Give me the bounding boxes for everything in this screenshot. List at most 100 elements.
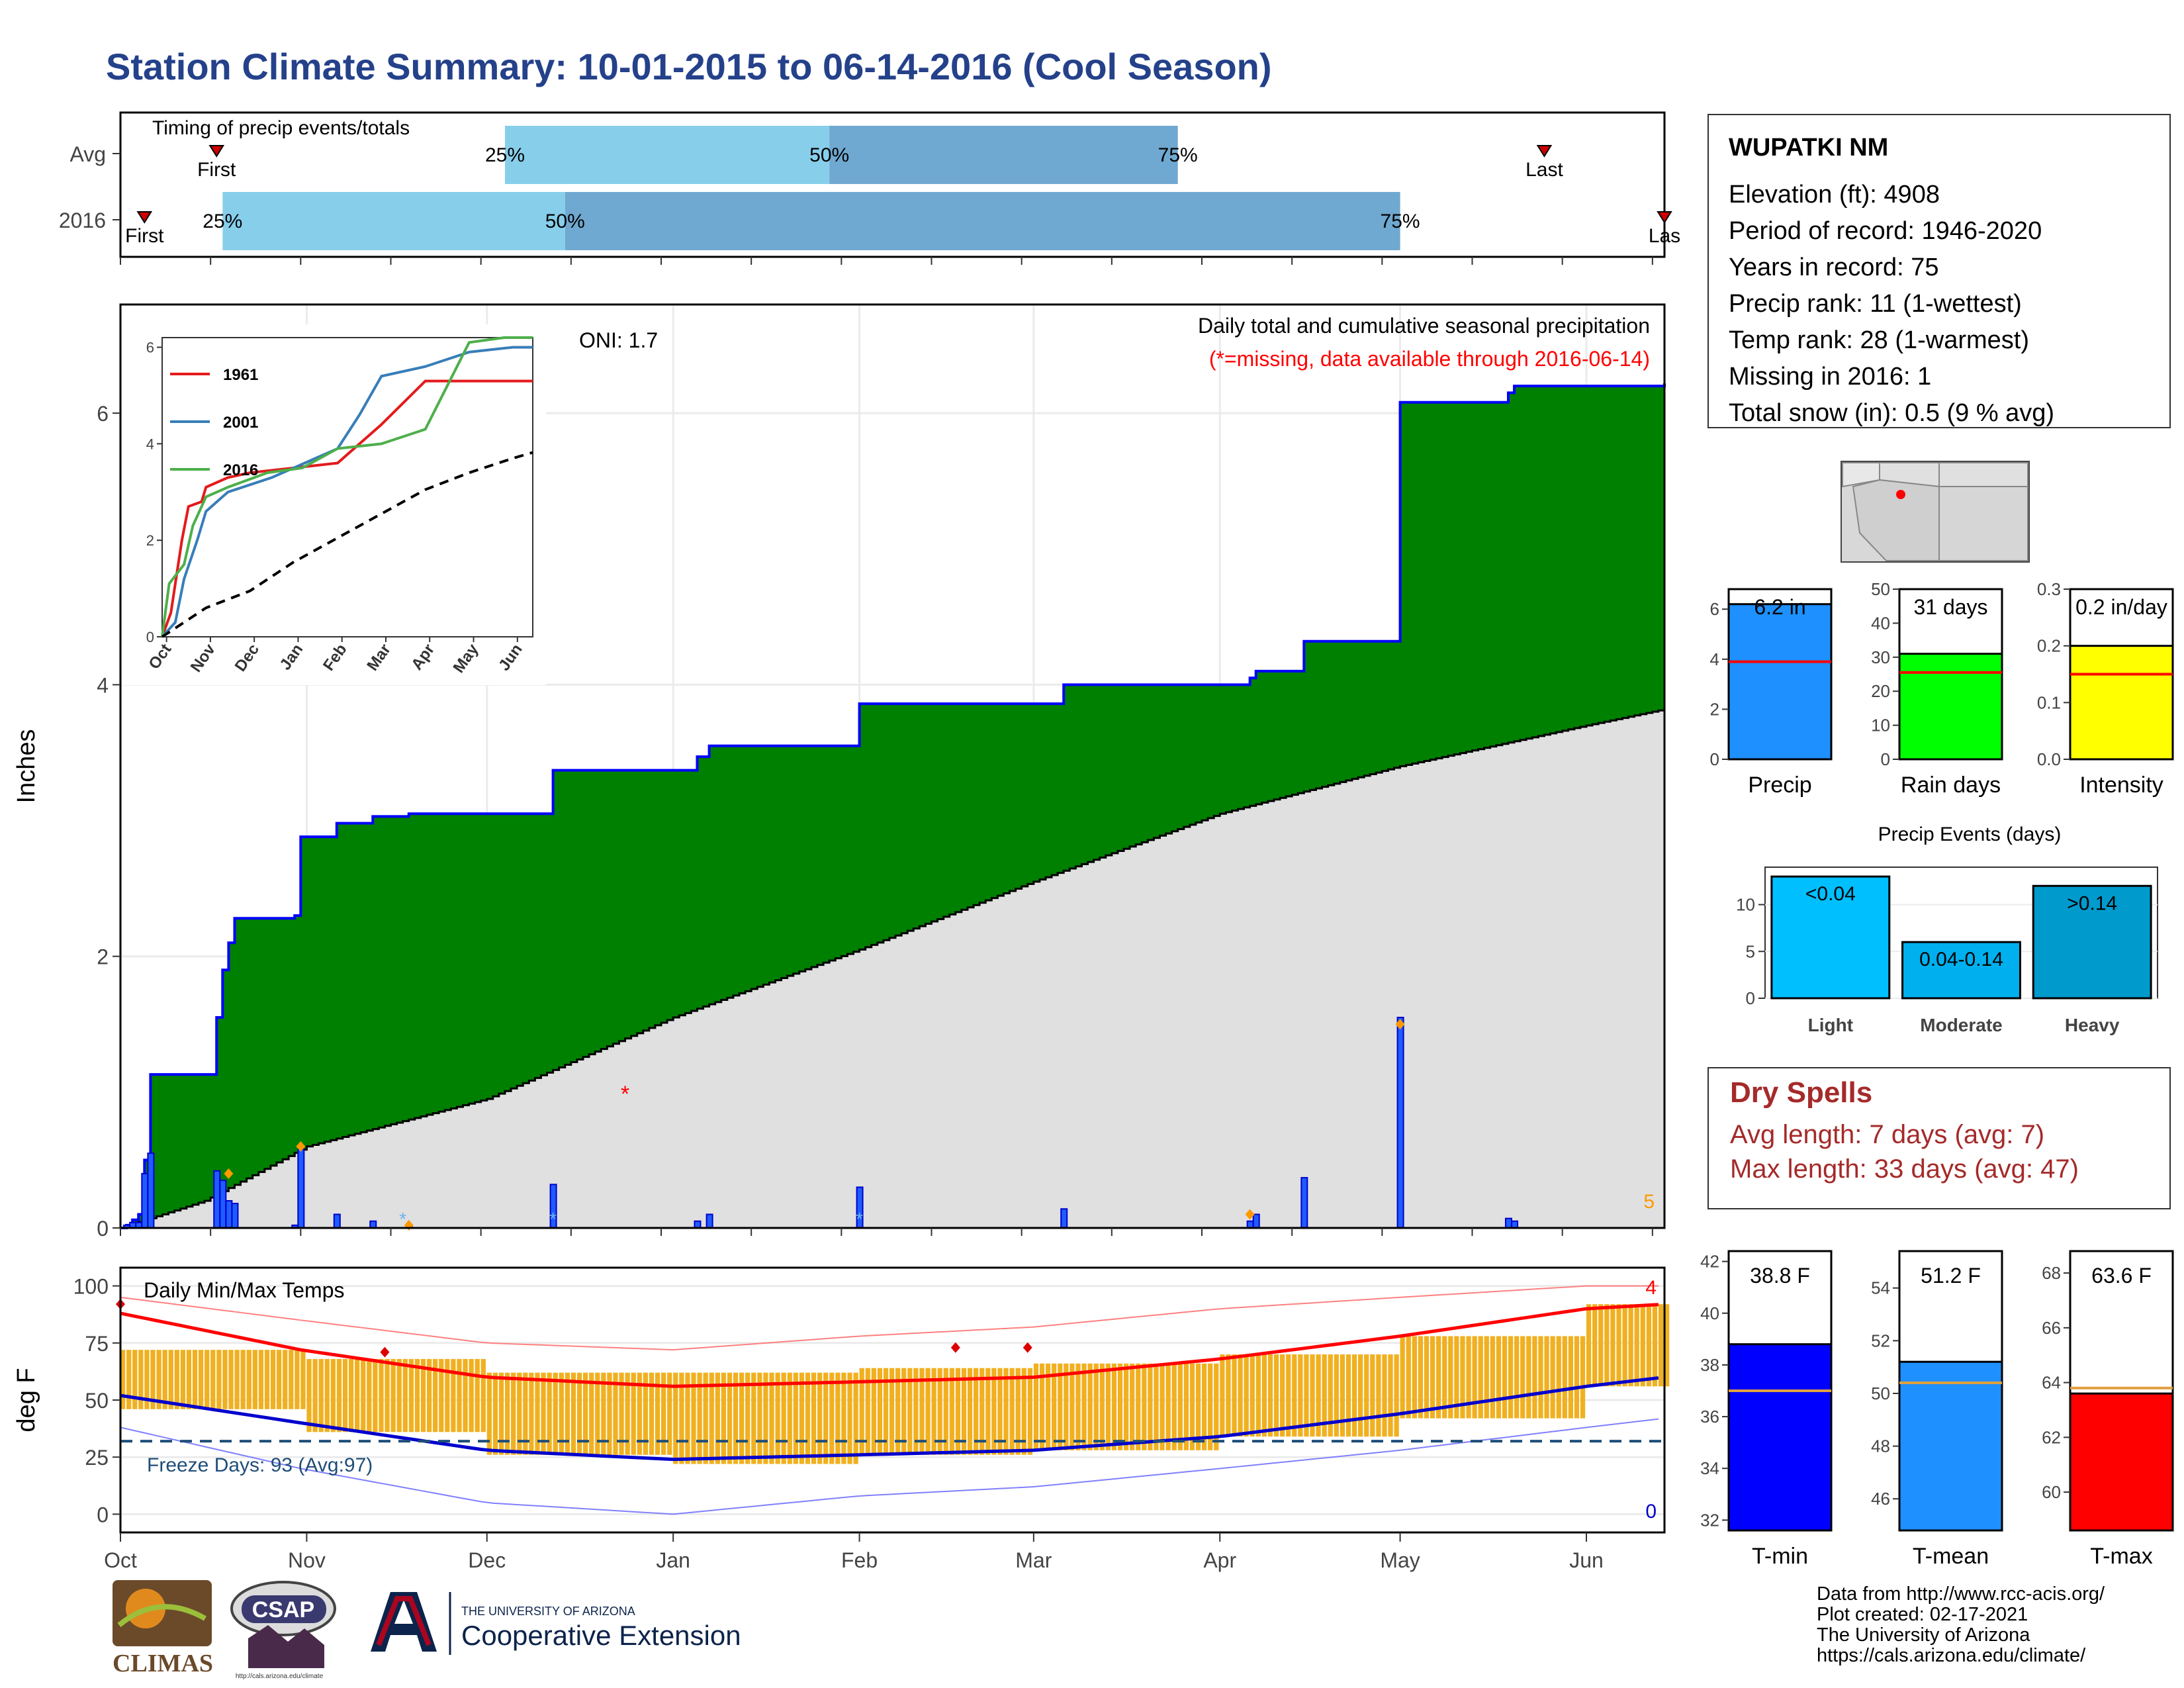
daily-temp-bar [745,1372,751,1464]
daily-temp-bar [361,1358,366,1432]
daily-temp-bar [246,1350,251,1409]
summary-category-label: Intensity [2079,773,2163,798]
summary-y-tick-label: 40 [1700,1303,1719,1323]
daily-temp-bar [907,1368,913,1455]
daily-temp-bar [570,1372,576,1455]
summary-y-tick-label: 20 [1871,681,1890,701]
summary-y-tick-label: 4 [1710,649,1719,669]
precip-y-tick-label: 6 [97,402,109,426]
daily-temp-bar [180,1350,186,1409]
daily-temp-bar [1580,1336,1586,1419]
daily-temp-bar [414,1358,420,1432]
inset-line-2016 [161,336,533,637]
inset-y-tick-label: 0 [146,629,154,645]
daily-precip-bar [705,1213,713,1229]
daily-temp-bar [330,1358,336,1432]
daily-temp-bar [529,1372,534,1455]
daily-temp-bar [535,1372,540,1455]
daily-temp-bar [655,1372,660,1455]
avg-min-line [120,1376,1659,1462]
snow-marker: * [399,1209,406,1229]
daily-precip-bar [147,1152,155,1229]
daily-precip-bar [213,1170,221,1229]
daily-temp-bar [895,1368,901,1455]
daily-temp-bar [859,1368,864,1455]
daily-temp-bar [300,1350,306,1409]
daily-temp-bar [961,1368,967,1455]
summary-y-tick-label: 2 [1710,699,1719,719]
daily-temp-bar [1087,1363,1093,1450]
daily-temp-bar [1358,1354,1363,1437]
daily-temp-bar [1039,1363,1045,1450]
precip-events-y-tick-label: 10 [1736,895,1755,915]
daily-temp-bar [763,1372,768,1464]
summary-y-tick-label: 30 [1871,647,1890,667]
summary-y-tick-label: 54 [1871,1278,1890,1298]
daily-temp-bar [721,1372,727,1464]
daily-temp-bar [775,1372,780,1464]
daily-temp-bar [1003,1368,1009,1455]
daily-temp-bar [289,1350,294,1409]
daily-temp-bar [631,1372,636,1455]
daily-temp-bar [252,1350,257,1409]
daily-temp-bar [1634,1304,1639,1387]
daily-temp-bar [205,1350,210,1409]
daily-temp-bar [1189,1363,1195,1450]
precip-chart: * * * * 5 0 2 4 6 Inches Daily total and cumulativ… [13,303,1666,1241]
daily-temp-bar [937,1368,942,1455]
precip-events-bar-light [1770,875,1891,1000]
snow-marker: * [549,1209,557,1229]
precip-y-tick-label: 4 [97,673,109,697]
ua-extension-text: Cooperative Extension [461,1620,741,1651]
precip-y-axis-label: Inches [13,729,40,804]
daily-temp-bar [408,1358,414,1432]
daily-temp-bar [793,1372,798,1464]
temp-y-tick-label: 50 [85,1389,109,1413]
daily-temp-bar [1424,1336,1430,1419]
daily-temp-bar [565,1372,570,1455]
summary-y-tick-label: 6 [1710,599,1719,619]
daily-temp-bar [1604,1304,1610,1387]
precip-events-bar-heavy [2032,884,2152,1000]
timing-first-label: First [125,225,164,247]
daily-precip-bar [231,1203,239,1229]
record-precip-marker [224,1168,234,1179]
daily-temp-bar [1058,1363,1063,1450]
daily-temp-bar [439,1358,444,1432]
daily-temp-bar [997,1368,1003,1455]
daily-temp-bar [979,1368,985,1455]
daily-temp-bar [270,1350,276,1409]
daily-temp-bar [679,1372,684,1464]
daily-temp-bar [174,1350,179,1409]
missing-marker: * [621,1082,629,1107]
daily-temp-bar [1160,1363,1165,1450]
daily-temp-bar [1304,1354,1309,1437]
precip-events-bar-label: <0.04 [1805,883,1856,905]
daily-temp-bar [931,1368,936,1455]
daily-temp-bar [336,1358,342,1432]
daily-temp-bar [727,1372,733,1464]
daily-temp-bar [144,1350,150,1409]
daily-temp-bar [1622,1304,1627,1387]
daily-temp-bar [559,1372,564,1455]
daily-temp-bar [1136,1363,1141,1450]
timing-q75-label: 75% [1381,211,1420,232]
university-of-arizona-logo: THE UNIVERSITY OF ARIZONA Cooperative Ex… [371,1592,741,1655]
daily-temp-bar [1033,1363,1039,1450]
daily-temp-bar [1171,1363,1177,1450]
summary-category-label: T-min [1752,1544,1808,1569]
daily-temp-bar [1280,1354,1285,1437]
daily-temp-bar [1123,1363,1129,1450]
daily-temp-bar [1562,1336,1567,1419]
temp-x-tick-label: Jan [656,1548,690,1572]
daily-temp-bar [445,1358,450,1432]
daily-temp-bar [847,1372,852,1464]
daily-temp-bar [955,1368,961,1455]
daily-temp-bar [1021,1368,1026,1455]
precip-chart-title: Daily total and cumulative seasonal prec… [1198,314,1650,338]
precip-events-category-label: Heavy [2065,1015,2120,1035]
daily-temp-bar [1232,1354,1237,1437]
daily-temp-bar [318,1358,324,1432]
daily-precip-bar [141,1172,149,1229]
daily-temp-bar [595,1372,600,1455]
